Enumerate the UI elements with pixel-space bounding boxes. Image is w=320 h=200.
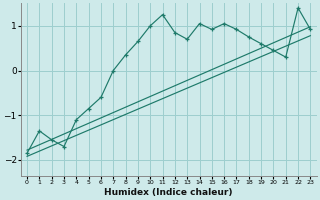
X-axis label: Humidex (Indice chaleur): Humidex (Indice chaleur) (104, 188, 233, 197)
